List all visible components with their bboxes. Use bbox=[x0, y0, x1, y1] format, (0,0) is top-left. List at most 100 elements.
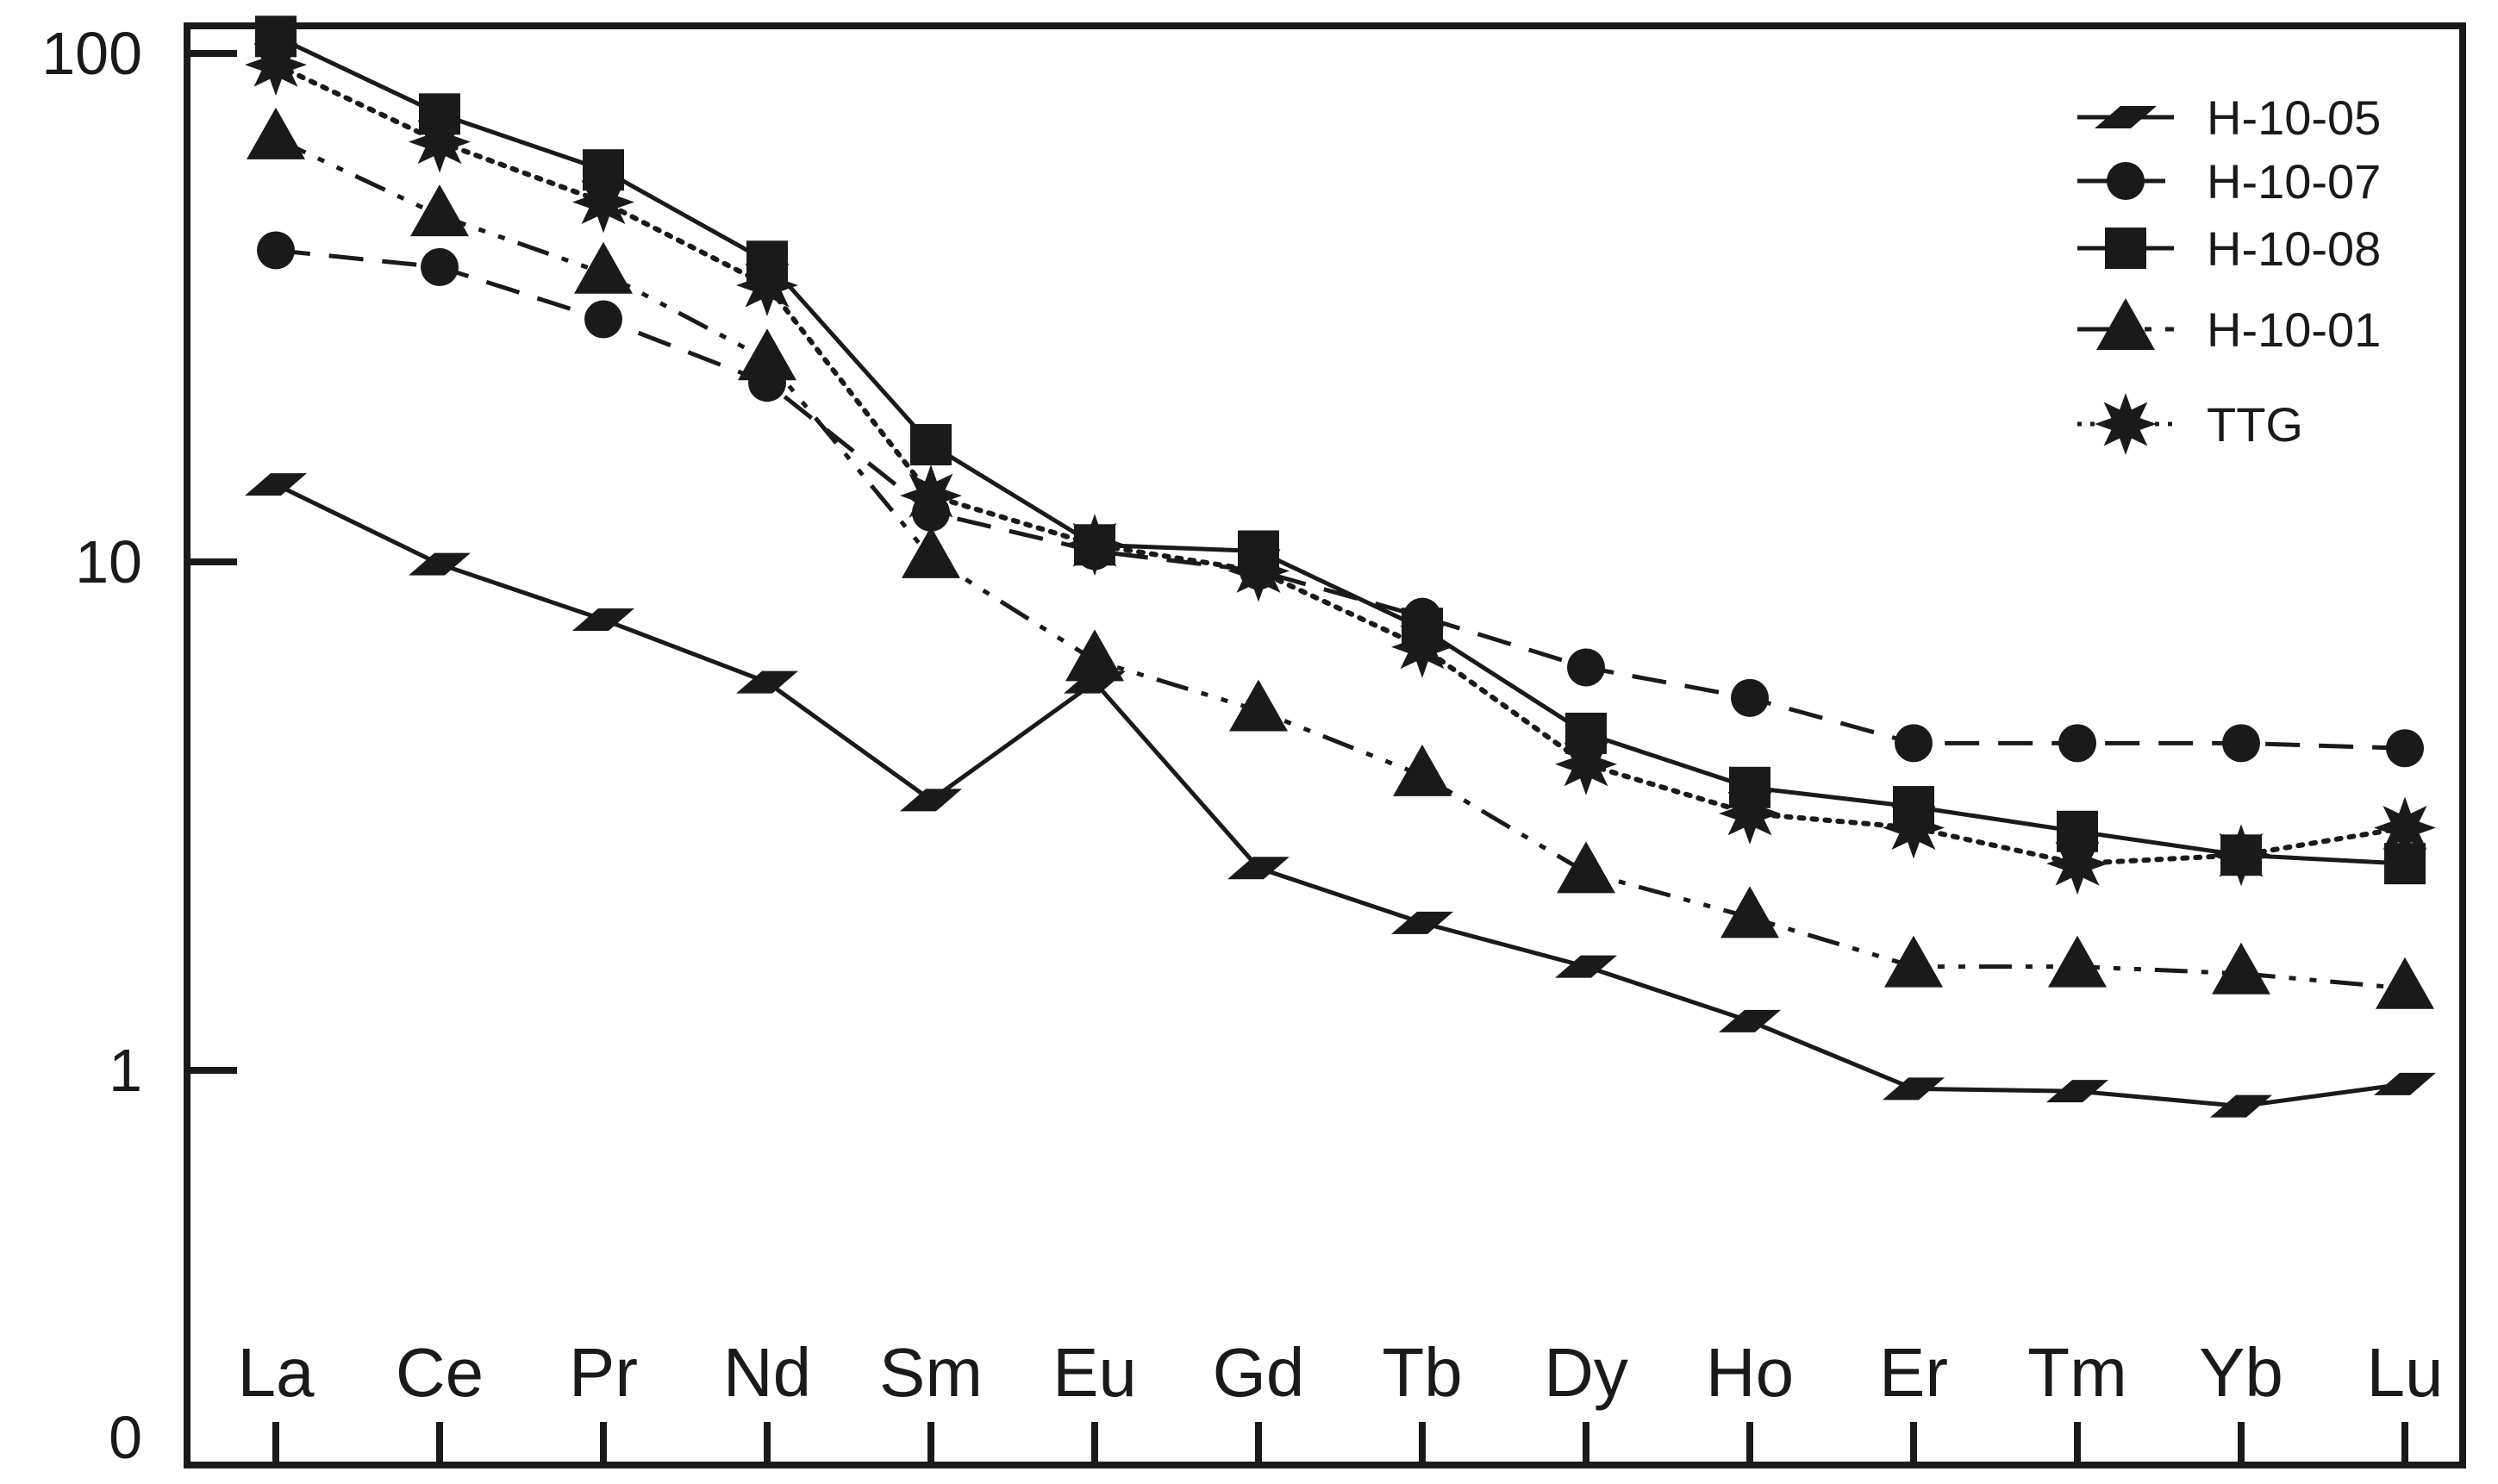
data-point bbox=[2210, 824, 2272, 887]
data-point bbox=[1883, 796, 1945, 859]
data-point bbox=[910, 424, 952, 466]
data-point bbox=[902, 526, 960, 578]
data-point bbox=[1227, 539, 1290, 602]
series-line bbox=[274, 482, 2406, 1109]
data-point bbox=[1064, 514, 1126, 577]
category-label-er: Er bbox=[1879, 1334, 1948, 1411]
category-label-nd: Nd bbox=[723, 1334, 811, 1411]
data-point bbox=[1719, 1009, 1781, 1032]
series-layer bbox=[245, 16, 2436, 1118]
category-label-tb: Tb bbox=[1382, 1334, 1462, 1411]
data-point bbox=[247, 107, 305, 159]
legend-marker bbox=[2095, 106, 2157, 128]
legend-item: H-10-07 bbox=[2077, 154, 2381, 209]
data-point bbox=[572, 171, 634, 234]
data-point bbox=[736, 670, 798, 694]
data-point bbox=[584, 300, 622, 339]
data-point bbox=[1720, 886, 1779, 938]
data-point bbox=[2058, 724, 2096, 763]
series-line bbox=[274, 34, 2406, 866]
category-label-la: La bbox=[238, 1334, 315, 1411]
data-point bbox=[2048, 935, 2107, 988]
series-h-10-08 bbox=[255, 16, 2426, 885]
legend-item: H-10-05 bbox=[2077, 90, 2381, 145]
data-point bbox=[1719, 783, 1781, 845]
data-point bbox=[2046, 832, 2108, 895]
category-label-dy: Dy bbox=[1544, 1334, 1628, 1411]
data-point bbox=[2222, 724, 2260, 763]
data-point bbox=[410, 184, 469, 237]
y-tick-label: 100 bbox=[41, 20, 142, 87]
plot-frame bbox=[184, 22, 2466, 1468]
category-label-pr: Pr bbox=[569, 1334, 638, 1411]
data-point bbox=[1895, 724, 1933, 763]
data-point bbox=[1883, 1077, 1945, 1101]
data-point bbox=[738, 328, 796, 381]
category-label-ho: Ho bbox=[1706, 1334, 1794, 1411]
category-label-gd: Gd bbox=[1213, 1334, 1305, 1411]
data-point bbox=[1065, 629, 1124, 682]
legend-label: TTG bbox=[2207, 397, 2303, 452]
data-point bbox=[2212, 942, 2270, 995]
legend-label: H-10-07 bbox=[2207, 154, 2381, 209]
data-point bbox=[245, 34, 307, 97]
legend-marker bbox=[2095, 393, 2157, 455]
data-point bbox=[900, 789, 962, 812]
legend-item: H-10-01 bbox=[2077, 298, 2381, 357]
category-label-eu: Eu bbox=[1052, 1334, 1137, 1411]
legend-label: H-10-08 bbox=[2207, 221, 2381, 276]
category-label-ce: Ce bbox=[396, 1334, 484, 1411]
data-point bbox=[2046, 1080, 2108, 1103]
legend-marker bbox=[2105, 228, 2146, 269]
series-line bbox=[274, 136, 2406, 991]
data-point bbox=[1391, 911, 1453, 934]
category-label-lu: Lu bbox=[2367, 1334, 2444, 1411]
data-point bbox=[2376, 957, 2434, 1009]
data-point bbox=[900, 465, 962, 527]
category-label-sm: Sm bbox=[879, 1334, 983, 1411]
data-point bbox=[1227, 857, 1290, 880]
data-point bbox=[2210, 1094, 2272, 1118]
data-point bbox=[1555, 955, 1617, 978]
series-h-10-01 bbox=[247, 107, 2434, 1009]
data-point bbox=[1555, 733, 1617, 795]
legend-marker bbox=[2096, 298, 2155, 350]
series-ttg bbox=[245, 34, 2436, 895]
legend-item: TTG bbox=[2077, 393, 2303, 455]
category-label-tm: Tm bbox=[2027, 1334, 2127, 1411]
data-point bbox=[409, 110, 471, 173]
data-point bbox=[572, 608, 634, 631]
legend: H-10-05 H-10-07 H-10-08 H-10-01 TTG bbox=[2077, 90, 2381, 455]
x-axis: La Ce Pr Nd Sm Eu Gd Tb Dy Ho Er Tm Yb Lu bbox=[238, 1334, 2444, 1465]
legend-label: H-10-01 bbox=[2207, 302, 2381, 357]
data-point bbox=[736, 254, 798, 316]
legend-marker bbox=[2107, 162, 2145, 200]
data-point bbox=[1567, 648, 1605, 687]
data-point bbox=[1391, 615, 1453, 678]
legend-label: H-10-05 bbox=[2207, 90, 2381, 145]
y-tick-label: 0 bbox=[109, 1404, 142, 1471]
data-point bbox=[1884, 935, 1943, 988]
data-point bbox=[421, 247, 459, 286]
data-point bbox=[245, 473, 307, 496]
category-label-yb: Yb bbox=[2199, 1334, 2283, 1411]
data-point bbox=[1557, 841, 1615, 894]
series-line bbox=[275, 248, 2406, 751]
data-point bbox=[574, 241, 633, 294]
series-h-10-05 bbox=[245, 473, 2436, 1118]
series-h-10-07 bbox=[257, 231, 2424, 768]
data-point bbox=[2374, 796, 2436, 859]
legend-item: H-10-08 bbox=[2077, 221, 2381, 276]
data-point bbox=[1731, 678, 1769, 717]
y-tick-label: 1 bbox=[109, 1037, 142, 1104]
data-point bbox=[257, 231, 295, 270]
series-line bbox=[273, 62, 2407, 867]
data-point bbox=[2374, 1072, 2436, 1095]
data-point bbox=[409, 552, 471, 576]
data-point bbox=[1393, 744, 1452, 796]
data-point bbox=[2386, 729, 2424, 768]
data-point bbox=[1229, 679, 1288, 732]
y-tick-label: 10 bbox=[75, 528, 142, 595]
